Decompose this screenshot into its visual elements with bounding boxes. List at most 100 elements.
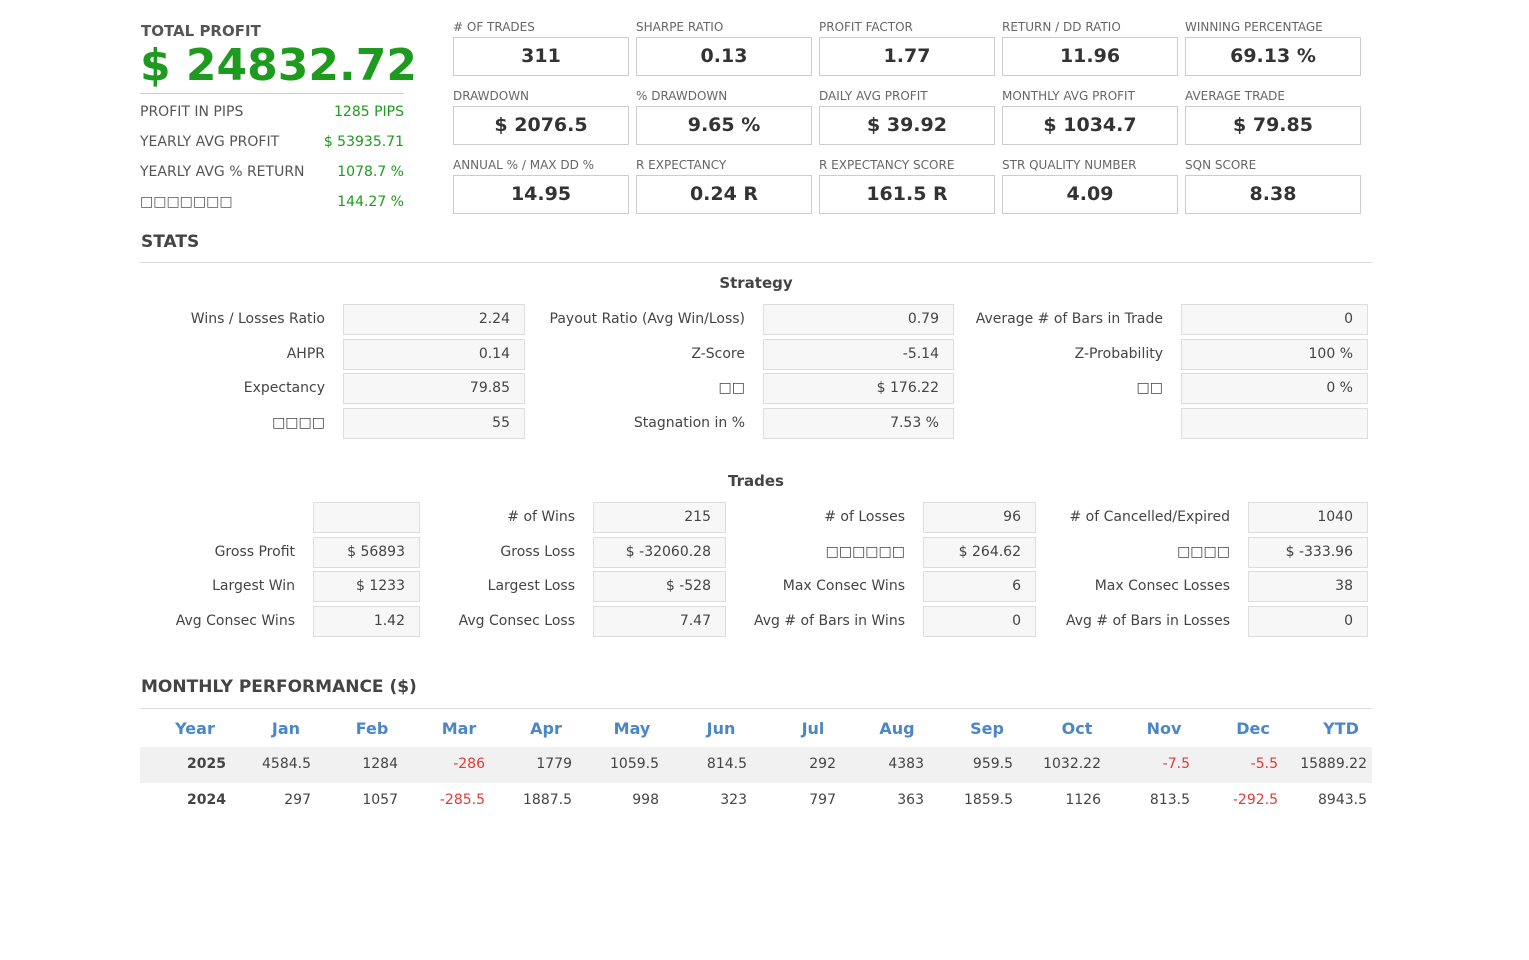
- total-profit-value: $ 24832.72: [140, 40, 417, 91]
- metric-label: % DRAWDOWN: [636, 89, 728, 103]
- summary-value: 1285 PIPS: [334, 104, 404, 120]
- metric-value: 311: [453, 37, 629, 76]
- column-header: Nov: [1146, 719, 1182, 738]
- table-title: Trades: [728, 472, 784, 490]
- metric-value: $ 1034.7: [1002, 106, 1178, 145]
- metric-label: SHARPE RATIO: [636, 20, 724, 34]
- metric-label: MONTHLY AVG PROFIT: [1002, 89, 1135, 103]
- metric-label: R EXPECTANCY: [636, 158, 727, 172]
- month-cell: 1284: [362, 756, 398, 772]
- stat-label: Avg # of Bars in Wins: [754, 612, 905, 629]
- table-title: Strategy: [719, 274, 793, 292]
- stat-label: Z-Probability: [1074, 345, 1163, 362]
- stat-value: -5.14: [763, 338, 954, 370]
- stat-value: 0.79: [763, 304, 954, 335]
- month-cell: 1887.5: [523, 792, 572, 808]
- month-cell: 8943.5: [1318, 792, 1367, 808]
- stat-value: 1.42: [313, 605, 420, 637]
- stat-label: □□: [1136, 380, 1163, 396]
- summary-value: 144.27 %: [337, 194, 404, 210]
- summary-label: YEARLY AVG PROFIT: [140, 134, 280, 150]
- metric-value: 9.65 %: [636, 106, 812, 145]
- month-cell: -292.5: [1232, 792, 1278, 808]
- year-cell: 2024: [187, 792, 226, 808]
- total-profit-label: TOTAL PROFIT: [141, 22, 261, 40]
- stat-label: Avg Consec Wins: [175, 612, 295, 629]
- month-cell: 363: [897, 792, 924, 808]
- stat-label: □□: [718, 380, 745, 396]
- metric-label: AVERAGE TRADE: [1185, 89, 1285, 103]
- month-cell: 959.5: [972, 756, 1013, 772]
- stat-label: Avg # of Bars in Losses: [1065, 612, 1230, 629]
- metric-value: 69.13 %: [1185, 37, 1361, 76]
- column-header: Jul: [801, 719, 825, 738]
- metric-label: WINNING PERCENTAGE: [1185, 20, 1323, 34]
- month-cell: -286: [453, 756, 485, 772]
- month-cell: -7.5: [1162, 756, 1190, 772]
- month-cell: 292: [809, 756, 836, 772]
- stat-value: $ 264.62: [923, 536, 1036, 568]
- stat-label: # of Cancelled/Expired: [1069, 509, 1230, 525]
- stat-value: 55: [343, 407, 525, 439]
- metric-label: RETURN / DD RATIO: [1002, 20, 1121, 34]
- metric-value: 0.24 R: [636, 175, 812, 214]
- stat-value: $ 56893: [313, 536, 420, 568]
- column-header: Jan: [271, 719, 301, 738]
- column-header: Dec: [1236, 719, 1270, 738]
- stat-value: 0.14: [343, 338, 525, 370]
- column-header: Apr: [530, 719, 562, 738]
- stat-label: # of Wins: [507, 509, 575, 525]
- month-cell: 813.5: [1149, 792, 1190, 808]
- stat-value: 0: [1181, 304, 1368, 335]
- stat-value: $ 176.22: [763, 373, 954, 404]
- metric-label: STR QUALITY NUMBER: [1002, 158, 1137, 172]
- stat-label: □□□□: [1177, 543, 1230, 560]
- stat-value: 7.47: [593, 605, 726, 637]
- stat-label: AHPR: [286, 345, 325, 362]
- stat-value: 2.24: [343, 304, 525, 335]
- month-cell: 297: [284, 792, 311, 808]
- stat-label: Wins / Losses Ratio: [190, 311, 325, 327]
- metric-value: 4.09: [1002, 175, 1178, 214]
- summary-label: YEARLY AVG % RETURN: [140, 164, 305, 180]
- summary-value: $ 53935.71: [323, 134, 404, 150]
- stat-value: 96: [923, 502, 1036, 533]
- metric-label: R EXPECTANCY SCORE: [819, 158, 955, 172]
- stat-value: 0 %: [1181, 373, 1368, 404]
- stat-value: $ -32060.28: [593, 536, 726, 568]
- month-cell: 1126: [1065, 792, 1101, 808]
- stat-value: 6: [923, 571, 1036, 602]
- stat-label: Gross Profit: [214, 543, 295, 560]
- metric-value: 8.38: [1185, 175, 1361, 214]
- month-cell: 1059.5: [610, 756, 659, 772]
- month-cell: 814.5: [706, 756, 747, 772]
- stat-value: $ 1233: [313, 571, 420, 602]
- month-cell: 1859.5: [964, 792, 1013, 808]
- stat-label: # of Losses: [824, 509, 905, 525]
- month-cell: -285.5: [439, 792, 485, 808]
- stat-value: 1040: [1248, 502, 1368, 533]
- stat-value: 100 %: [1181, 338, 1368, 370]
- stat-value: $ -528: [593, 571, 726, 602]
- month-cell: 4383: [888, 756, 924, 772]
- stat-label: Payout Ratio (Avg Win/Loss): [549, 311, 745, 327]
- summary-label: PROFIT IN PIPS: [140, 104, 244, 120]
- metric-label: PROFIT FACTOR: [819, 20, 913, 34]
- stat-label: Gross Loss: [500, 543, 575, 560]
- column-header: Oct: [1061, 719, 1093, 738]
- metric-value: 161.5 R: [819, 175, 995, 214]
- divider: [140, 93, 404, 94]
- metric-value: 11.96: [1002, 37, 1178, 76]
- column-header: Year: [175, 719, 215, 738]
- summary-value: 1078.7 %: [337, 164, 404, 180]
- summary-label: □□□□□□□: [140, 194, 233, 210]
- stat-label: □□□□□□: [825, 543, 905, 560]
- metric-value: 0.13: [636, 37, 812, 76]
- month-cell: 4584.5: [262, 756, 311, 772]
- stat-value: 215: [593, 502, 726, 533]
- metric-value: $ 39.92: [819, 106, 995, 145]
- month-cell: 1032.22: [1043, 756, 1101, 772]
- metric-label: # OF TRADES: [453, 20, 535, 34]
- stat-label: Z-Score: [691, 345, 745, 362]
